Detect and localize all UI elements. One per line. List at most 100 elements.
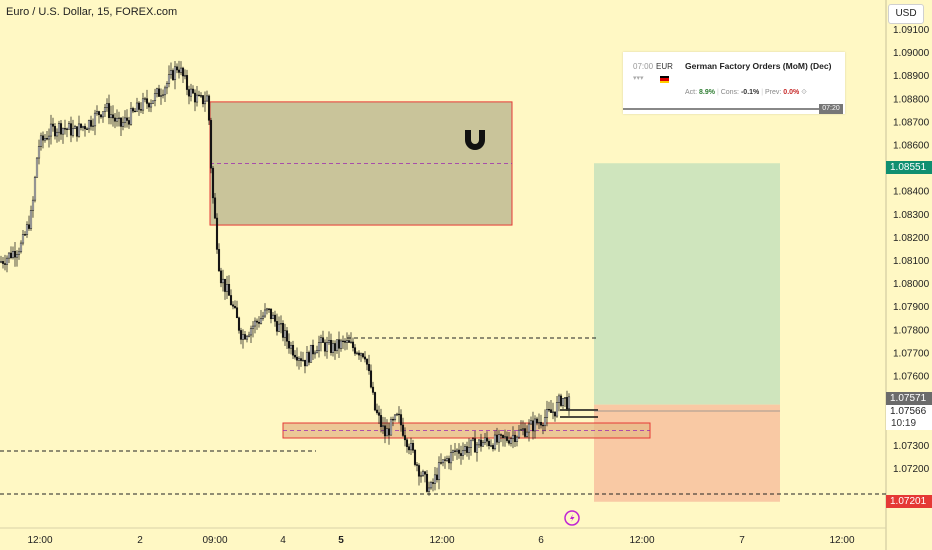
candle xyxy=(353,344,357,356)
candle xyxy=(25,221,29,238)
candle xyxy=(309,344,313,363)
candle xyxy=(399,409,403,432)
candle-body xyxy=(499,434,503,436)
magnet-icon[interactable] xyxy=(465,130,485,150)
candle xyxy=(495,427,499,445)
candle xyxy=(247,331,251,338)
candle xyxy=(483,433,487,446)
candle-body xyxy=(85,128,89,130)
candle-body xyxy=(175,66,179,71)
consensus-value: -0.1% xyxy=(740,89,760,96)
candle xyxy=(529,416,533,425)
candle xyxy=(103,103,107,118)
candle-body xyxy=(123,117,127,124)
candle xyxy=(275,313,279,336)
candle xyxy=(443,456,447,469)
candle-body xyxy=(335,339,339,352)
price-axis-label: 1.07900 xyxy=(893,302,930,313)
candle xyxy=(157,84,161,97)
candle xyxy=(485,431,489,447)
candle xyxy=(115,109,119,127)
candle xyxy=(205,90,209,102)
candle xyxy=(75,126,79,142)
candle xyxy=(297,356,301,370)
candle xyxy=(55,128,59,143)
candle-body xyxy=(111,114,115,119)
candle-body xyxy=(187,89,191,97)
candle-body xyxy=(377,412,381,416)
currency-button[interactable]: USD xyxy=(888,4,924,24)
expand-icon[interactable]: ⟐ xyxy=(801,89,807,96)
candle-body xyxy=(297,358,301,361)
candle-body xyxy=(7,252,11,259)
candle xyxy=(97,110,101,124)
candle xyxy=(3,254,7,271)
candle xyxy=(155,87,159,98)
candle-body xyxy=(341,340,345,343)
candle-body xyxy=(139,109,143,111)
candle xyxy=(229,289,233,306)
candle xyxy=(401,417,405,438)
zones-layer xyxy=(209,101,780,502)
candle xyxy=(545,400,549,427)
candle-body xyxy=(563,397,567,399)
candle xyxy=(203,91,207,112)
candle xyxy=(413,449,417,467)
candle xyxy=(281,320,285,342)
candle-body xyxy=(267,308,271,310)
candle-body xyxy=(31,199,35,211)
candle xyxy=(149,99,153,113)
candle xyxy=(15,250,19,267)
candle-body xyxy=(437,462,441,481)
candle-body xyxy=(533,418,537,432)
candle-body xyxy=(375,409,379,413)
candle-body xyxy=(273,314,277,322)
candle-body xyxy=(0,261,3,263)
candle-body xyxy=(223,278,227,292)
candle xyxy=(395,412,399,417)
candle-body xyxy=(379,415,383,427)
candle xyxy=(547,401,551,412)
candle-body xyxy=(89,120,93,127)
candle-body xyxy=(79,123,83,128)
candle-body xyxy=(257,321,261,324)
candle xyxy=(121,116,125,131)
candle-body xyxy=(87,120,91,130)
candle-body xyxy=(261,315,265,319)
lightning-event-icon[interactable] xyxy=(564,510,580,526)
candle xyxy=(135,97,139,112)
economic-event-card[interactable]: 07:00 EUR ▾▾▾ German Factory Orders (MoM… xyxy=(623,52,845,114)
candle-body xyxy=(491,445,495,450)
candle-body xyxy=(415,464,419,466)
time-axis-label: 5 xyxy=(338,535,344,546)
candle xyxy=(219,267,223,288)
time-axis-label: 09:00 xyxy=(202,535,227,546)
candle xyxy=(381,416,385,434)
candle-body xyxy=(193,92,197,103)
candle xyxy=(23,231,27,236)
event-end-time: 07:20 xyxy=(819,104,843,114)
candle xyxy=(307,350,311,366)
candle xyxy=(439,453,443,465)
candle xyxy=(243,330,247,340)
candle-body xyxy=(155,88,159,94)
candle-body xyxy=(317,342,321,351)
candle xyxy=(499,433,503,443)
candle-body xyxy=(247,334,251,337)
candle-body xyxy=(479,439,483,447)
candle xyxy=(291,340,295,359)
candle xyxy=(531,411,535,440)
candle-body xyxy=(435,474,439,481)
candle xyxy=(477,439,481,449)
price-axis-label: 1.08800 xyxy=(893,94,930,105)
candle-body xyxy=(191,88,195,94)
candle xyxy=(287,333,291,354)
candle-body xyxy=(219,270,223,284)
candle-body xyxy=(3,263,7,265)
candle-body xyxy=(367,364,371,372)
candle-body xyxy=(255,320,259,323)
candle xyxy=(425,470,429,493)
candle xyxy=(475,442,479,462)
candle-body xyxy=(251,325,255,329)
candle xyxy=(467,438,471,460)
